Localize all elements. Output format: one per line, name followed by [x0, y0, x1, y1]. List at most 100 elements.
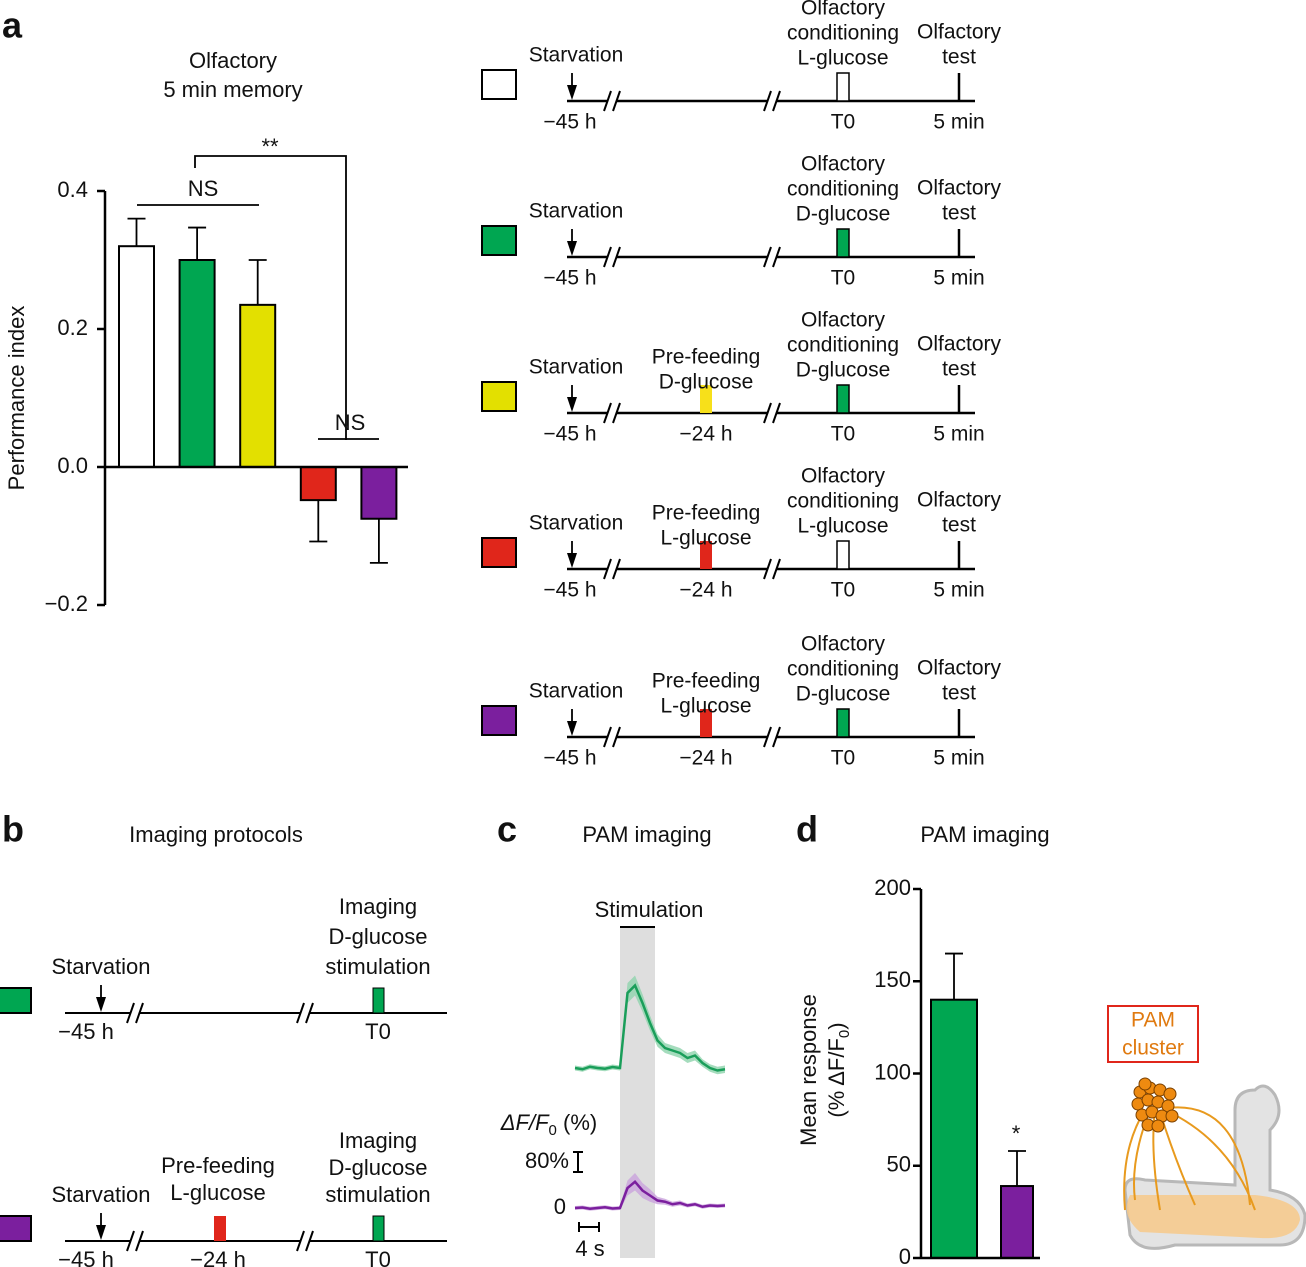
time-label: 5 min — [933, 747, 984, 770]
event-label: L-glucose — [797, 515, 888, 538]
time-label: −24 h — [679, 579, 732, 602]
event-label: conditioning — [787, 658, 899, 681]
bar — [178, 259, 216, 468]
stimulation-band — [620, 927, 655, 1258]
time-label: T0 — [365, 1247, 391, 1267]
annotation: NS — [335, 410, 366, 435]
axis-break — [772, 558, 781, 580]
event-label: L-glucose — [797, 47, 888, 70]
axis-break — [612, 402, 621, 424]
time-label: 5 min — [933, 267, 984, 290]
axis-break — [603, 246, 612, 268]
y-axis-label: Mean response — [796, 994, 821, 1146]
axis-break-gap — [768, 565, 776, 573]
event-label: Starvation — [529, 44, 624, 67]
axis-break — [603, 402, 612, 424]
time-label: −45 h — [543, 267, 596, 290]
label-part: ) — [824, 1022, 849, 1029]
imaging-box — [372, 987, 385, 1014]
y-tick-label: −0.2 — [45, 591, 88, 616]
axis-break-gap — [768, 409, 776, 417]
y-unit-label: ΔF/F0 (%) — [500, 1110, 597, 1139]
event-label: Olfactory — [801, 465, 886, 488]
time-label: −45 h — [58, 1247, 114, 1267]
event-label: test — [942, 514, 976, 537]
prefeeding-box — [214, 1216, 226, 1241]
time-label: 5 min — [933, 579, 984, 602]
axis-break — [126, 1230, 135, 1252]
prefeeding-box — [700, 385, 712, 413]
axis-break-gap — [608, 733, 616, 741]
time-label: T0 — [365, 1019, 391, 1044]
event-label: Olfactory — [917, 21, 1002, 44]
event-label: Olfactory — [917, 333, 1002, 356]
y-tick-label: 200 — [874, 875, 911, 900]
y-tick-label: 50 — [887, 1152, 911, 1177]
chart-title: PAM imaging — [582, 822, 711, 847]
group-swatch — [0, 1215, 32, 1242]
event-label: Starvation — [529, 680, 624, 703]
illustration-label: cluster — [1122, 1037, 1184, 1060]
arrow-head — [567, 85, 577, 100]
y-tick-label: 0.0 — [57, 453, 88, 478]
axis-break-gap — [768, 97, 776, 105]
axis-break — [763, 90, 772, 112]
y-tick-label: 0 — [554, 1194, 566, 1219]
event-label: Starvation — [51, 954, 150, 979]
time-label: −45 h — [543, 111, 596, 134]
axis-break-gap — [768, 253, 776, 261]
imaging-box — [372, 1215, 385, 1242]
axis-break-gap — [768, 733, 776, 741]
axis-break — [126, 1002, 135, 1024]
event-label: Starvation — [529, 512, 624, 535]
trace — [574, 1180, 726, 1211]
x-scale-label: 4 s — [575, 1236, 604, 1261]
event-label: test — [942, 202, 976, 225]
y-axis-label: Performance index — [4, 306, 29, 491]
chart-title: PAM imaging — [920, 822, 1049, 847]
event-label: Imaging — [339, 894, 417, 919]
axis-break-gap — [608, 409, 616, 417]
y-tick-label: 0.2 — [57, 315, 88, 340]
panel-label: c — [497, 809, 517, 850]
axis-break — [603, 90, 612, 112]
axis-break — [772, 246, 781, 268]
time-label: T0 — [831, 111, 856, 134]
event-label: Olfactory — [801, 309, 886, 332]
bar — [1000, 1185, 1034, 1260]
axis-break-gap — [301, 1009, 309, 1017]
axis-break-gap — [301, 1237, 309, 1245]
time-label: −45 h — [543, 423, 596, 446]
prefeeding-box — [700, 709, 712, 737]
panel-label: d — [796, 809, 818, 850]
axis-break-gap — [608, 565, 616, 573]
event-label: Pre-feeding — [652, 502, 761, 525]
panel-label: b — [2, 809, 24, 850]
event-label: conditioning — [787, 334, 899, 357]
time-label: −24 h — [679, 747, 732, 770]
event-label: stimulation — [325, 1182, 430, 1207]
y-tick-label: 150 — [874, 967, 911, 992]
bar — [239, 303, 277, 468]
bracket — [194, 155, 347, 440]
bar — [360, 466, 398, 520]
event-label: Pre-feeding — [161, 1153, 275, 1178]
conditioning-box — [836, 708, 850, 738]
axis-break — [612, 90, 621, 112]
annotation: * — [1012, 1121, 1021, 1146]
group-swatch — [481, 705, 517, 736]
event-label: D-glucose — [796, 683, 891, 706]
group-swatch — [481, 69, 517, 100]
label-part: (% ΔF/F — [824, 1038, 849, 1117]
event-label: D-glucose — [659, 371, 754, 394]
time-label: 5 min — [933, 423, 984, 446]
group-swatch — [481, 381, 517, 412]
event-label: L-glucose — [660, 695, 751, 718]
event-label: stimulation — [325, 954, 430, 979]
time-label: 5 min — [933, 111, 984, 134]
group-swatch — [481, 225, 517, 256]
bar — [299, 466, 337, 502]
event-label: test — [942, 46, 976, 69]
